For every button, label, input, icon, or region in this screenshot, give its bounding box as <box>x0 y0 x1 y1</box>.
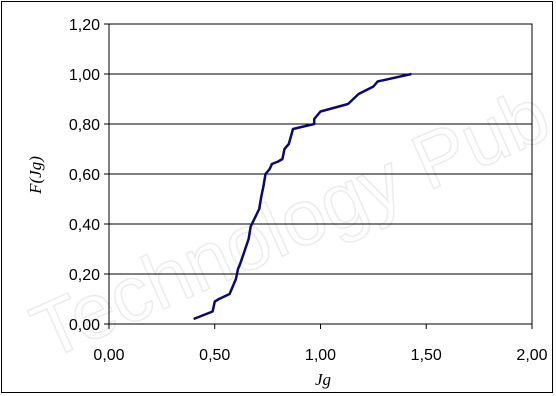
series-line <box>193 72 412 321</box>
y-axis-ticks: 0,00 0,20 0,40 0,60 0,80 1,00 1,20 <box>69 17 109 334</box>
y-tick-label: 1,00 <box>69 67 100 84</box>
y-axis-title: F(Jg) <box>26 156 45 195</box>
y-tick-label: 1,20 <box>69 17 100 34</box>
y-tick-label: 0,80 <box>69 117 100 134</box>
x-tick-label: 0,50 <box>199 347 230 364</box>
series-layer <box>193 72 412 321</box>
x-tick-label: 1,00 <box>305 347 336 364</box>
y-tick-label: 0,00 <box>69 317 100 334</box>
x-tick-label: 0,00 <box>93 347 124 364</box>
x-tick-label: 1,50 <box>411 347 442 364</box>
y-tick-label: 0,40 <box>69 217 100 234</box>
x-axis-ticks: 0,00 0,50 1,00 1,50 2,00 <box>93 324 548 364</box>
x-axis-title: Jg <box>315 370 331 389</box>
y-tick-label: 0,20 <box>69 267 100 284</box>
gridlines <box>109 73 532 275</box>
y-tick-label: 0,60 <box>69 167 100 184</box>
x-tick-label: 2,00 <box>516 347 547 364</box>
